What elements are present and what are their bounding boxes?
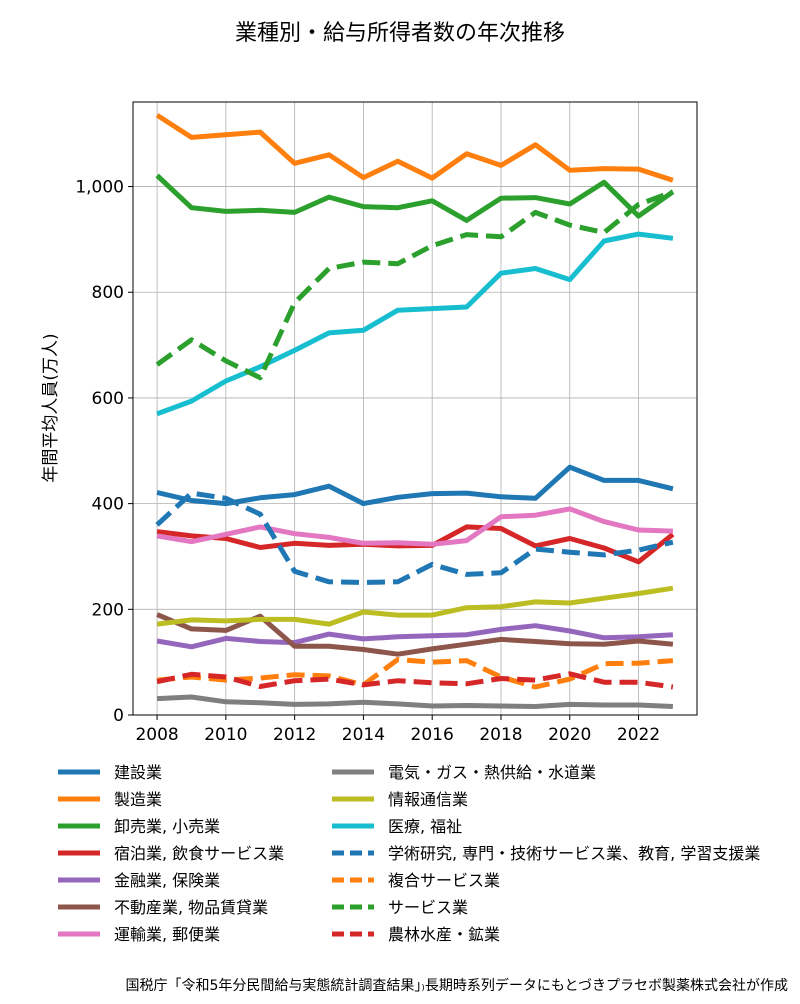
y-tick-label: 600 — [92, 389, 124, 409]
legend-label: 学術研究, 専門・技術サービス業、教育, 学習支援業 — [388, 844, 760, 863]
legend-label: 金融業, 保険業 — [114, 871, 220, 890]
series-line — [156, 612, 674, 657]
legend-label: 電気・ガス・熱供給・水道業 — [388, 763, 596, 782]
x-tick-label: 2022 — [617, 725, 660, 745]
legend-label: 不動産業, 物品賃貸業 — [114, 898, 268, 917]
x-tick-label: 2014 — [342, 725, 385, 745]
legend-label: 情報通信業 — [388, 790, 468, 809]
y-axis-label: 年間平均人員(万人) — [41, 333, 61, 482]
x-tick-label: 2016 — [411, 725, 454, 745]
legend-label: サービス業 — [388, 898, 468, 917]
series-line — [155, 490, 674, 585]
series-line — [156, 623, 674, 650]
series-line — [156, 231, 674, 417]
source-note: 国税庁「令和5年分民間給与実態統計調査結果」₎長期時系列データにもとづきプラセボ… — [125, 977, 788, 994]
legend-label: 医療, 福祉 — [388, 817, 462, 836]
chart-title: 業種別・給与所得者数の年次推移 — [235, 21, 565, 46]
legend-label: 卸売業, 小売業 — [114, 817, 220, 836]
legend-label: 製造業 — [114, 790, 162, 809]
legend-label: 運輸業, 郵便業 — [114, 925, 220, 944]
series-line — [155, 113, 674, 183]
series-line — [156, 671, 674, 690]
series-line — [156, 506, 673, 547]
y-tick-label: 1,000 — [75, 178, 124, 198]
y-tick-label: 400 — [92, 495, 124, 515]
series-line — [155, 189, 674, 381]
x-tick-label: 2020 — [548, 725, 591, 745]
y-tick-label: 0 — [113, 706, 124, 726]
x-tick-label: 2018 — [479, 725, 522, 745]
x-tick-label: 2010 — [204, 725, 247, 745]
axis-ticks: 2008 2010 2012 2014 2016 2018 2020 2022 0 200 400 6… — [75, 178, 660, 745]
legend-label: 複合サービス業 — [388, 871, 500, 890]
series-line — [155, 173, 675, 223]
y-tick-label: 200 — [92, 600, 124, 620]
legend-label: 建設業 — [114, 763, 162, 782]
legend-label: 宿泊業, 飲食サービス業 — [114, 844, 284, 863]
series-line — [156, 657, 674, 690]
series-line — [156, 585, 674, 627]
x-tick-label: 2008 — [135, 725, 178, 745]
series-line — [156, 464, 674, 507]
legend-label: 農林水産・鉱業 — [388, 925, 500, 944]
x-tick-label: 2012 — [273, 725, 316, 745]
series-line — [156, 694, 674, 709]
plot-frame — [132, 101, 698, 716]
series-lines — [155, 113, 675, 709]
y-tick-label: 800 — [92, 283, 124, 303]
